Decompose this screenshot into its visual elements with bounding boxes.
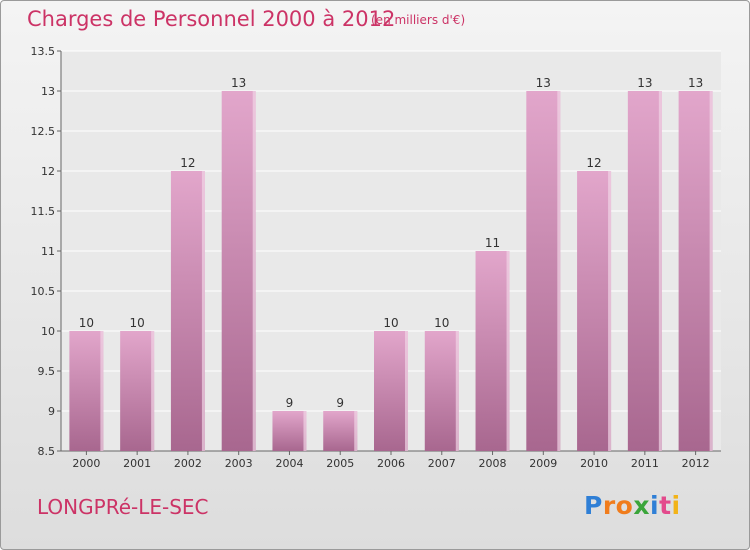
chart-subtitle: (en milliers d'€) <box>371 13 466 27</box>
x-tick-label: 2002 <box>174 457 202 470</box>
bar-highlight <box>658 91 662 451</box>
bar-highlight <box>455 331 459 451</box>
y-tick-label: 9.5 <box>38 365 56 378</box>
commune-name: LONGPRé-LE-SEC <box>37 495 209 519</box>
y-tick-label: 12 <box>41 165 55 178</box>
bar-highlight <box>201 171 205 451</box>
data-label: 10 <box>130 316 145 330</box>
bar-2008 <box>475 251 510 451</box>
data-label: 10 <box>434 316 449 330</box>
x-tick-label: 2006 <box>377 457 405 470</box>
bar-2012 <box>678 91 713 451</box>
y-tick-label: 10 <box>41 325 55 338</box>
bar-highlight <box>303 411 307 451</box>
data-label: 13 <box>688 76 703 90</box>
x-tick-label: 2000 <box>72 457 100 470</box>
bar-highlight <box>557 91 561 451</box>
y-tick-label: 13.5 <box>31 45 56 58</box>
x-tick-label: 2004 <box>275 457 303 470</box>
data-label: 11 <box>485 236 500 250</box>
x-tick-label: 2001 <box>123 457 151 470</box>
chart-title: Charges de Personnel 2000 à 2012 <box>27 7 396 31</box>
x-tick-label: 2005 <box>326 457 354 470</box>
y-tick-label: 8.5 <box>38 445 56 458</box>
bar-highlight <box>252 91 256 451</box>
bar-2005 <box>323 411 358 451</box>
y-tick-label: 11 <box>41 245 55 258</box>
x-tick-label: 2011 <box>631 457 659 470</box>
x-tick-label: 2009 <box>529 457 557 470</box>
bar-2002 <box>170 171 205 451</box>
bar-highlight <box>100 331 104 451</box>
bar-highlight <box>151 331 155 451</box>
bar-highlight <box>608 171 612 451</box>
y-tick-label: 13 <box>41 85 55 98</box>
data-label: 12 <box>586 156 601 170</box>
data-label: 13 <box>637 76 652 90</box>
bar-2001 <box>120 331 155 451</box>
bar-2007 <box>424 331 459 451</box>
bar-2006 <box>374 331 408 451</box>
data-label: 13 <box>231 76 246 90</box>
x-tick-label: 2010 <box>580 457 608 470</box>
x-tick-label: 2008 <box>479 457 507 470</box>
x-tick-label: 2012 <box>682 457 710 470</box>
bar-2004 <box>272 411 307 451</box>
x-tick-label: 2003 <box>225 457 253 470</box>
y-tick-label: 10.5 <box>31 285 56 298</box>
proxiti-logo: Proxiti <box>584 491 681 520</box>
x-tick-label: 2007 <box>428 457 456 470</box>
bar-2009 <box>526 91 561 451</box>
data-label: 12 <box>180 156 195 170</box>
y-tick-label: 11.5 <box>31 205 56 218</box>
data-label: 9 <box>286 396 294 410</box>
bar-highlight <box>405 331 408 451</box>
bar-2011 <box>627 91 662 451</box>
bar-highlight <box>709 91 713 451</box>
data-label: 13 <box>536 76 551 90</box>
data-label: 10 <box>383 316 398 330</box>
data-label: 9 <box>336 396 344 410</box>
y-tick-label: 12.5 <box>31 125 56 138</box>
bar-2003 <box>221 91 256 451</box>
data-label: 10 <box>79 316 94 330</box>
bar-2000 <box>69 331 104 451</box>
bar-highlight <box>506 251 510 451</box>
y-tick-label: 9 <box>48 405 55 418</box>
bar-highlight <box>354 411 358 451</box>
bar-2010 <box>577 171 612 451</box>
